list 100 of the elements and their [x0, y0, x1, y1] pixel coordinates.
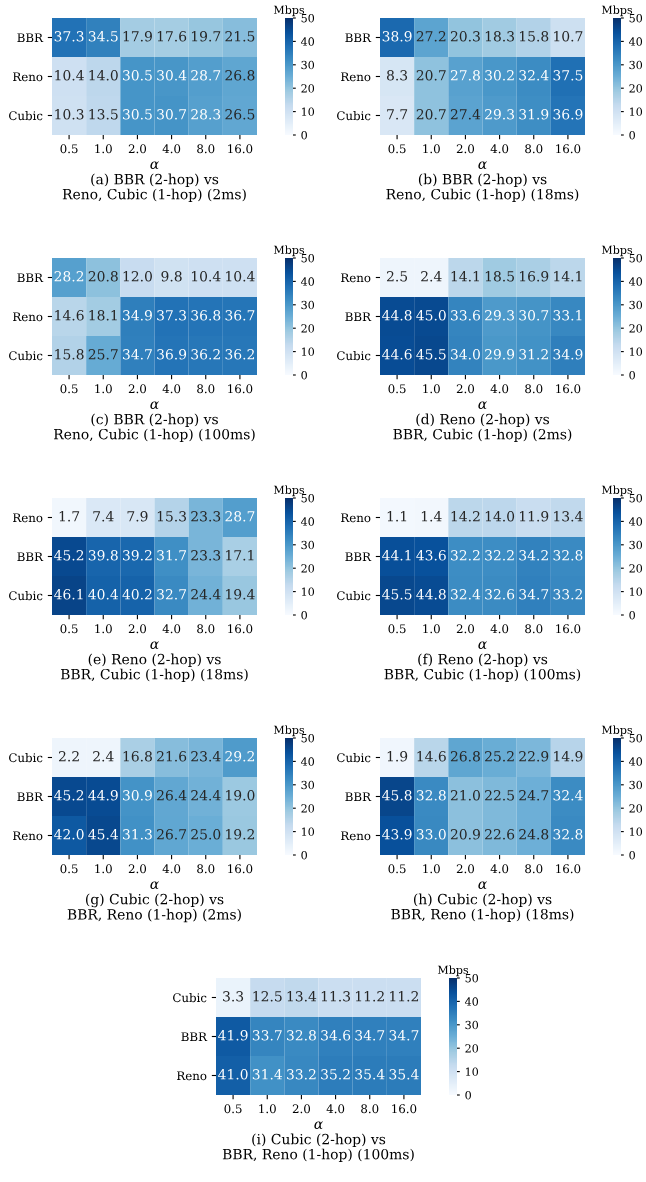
color-bar-label: 20 [629, 804, 643, 813]
data-label: 14.6 [417, 751, 446, 762]
x-tick-label: 8.0 [197, 384, 215, 394]
data-label: 14.1 [451, 271, 479, 282]
y-tick-label: BBR [17, 552, 44, 561]
y-tick-label: Reno [13, 831, 43, 841]
data-label: 12.5 [253, 991, 282, 1002]
data-label: 45.4 [88, 829, 119, 840]
x-tick-label: 16.0 [228, 384, 253, 394]
data-label: 26.4 [157, 790, 187, 801]
data-label: 26.8 [225, 70, 255, 81]
data-label: 18.1 [89, 310, 117, 321]
data-label: 34.6 [321, 1030, 351, 1041]
data-label: 11.9 [519, 511, 549, 522]
data-label: 32.8 [553, 829, 583, 840]
x-tick-label: 0.5 [388, 144, 406, 154]
color-bar-label: 10 [301, 587, 315, 596]
data-label: 31.2 [519, 349, 548, 360]
data-label: 36.9 [553, 109, 583, 120]
data-label: 30.9 [123, 790, 152, 801]
data-label: 30.7 [519, 310, 549, 321]
x-tick-label: 0.5 [388, 624, 406, 634]
x-tick-label: 16.0 [556, 144, 581, 154]
data-label: 1.9 [387, 751, 408, 762]
data-label: 10.4 [226, 271, 255, 282]
data-label: 22.5 [485, 790, 514, 801]
text: (f) Reno (2-hop) vs BBR, Cubic (1-hop) (100ms) [384, 653, 581, 683]
data-label: 11.2 [355, 991, 384, 1002]
y-tick-label: Reno [13, 72, 43, 82]
x-tick-label: 4.0 [490, 864, 509, 874]
data-label: 16.8 [123, 751, 152, 762]
y-tick-label: Reno [341, 831, 371, 841]
color-bar-label: 0 [301, 850, 307, 860]
x-axis-title: α [314, 1121, 323, 1129]
color-bar-label: 30 [301, 540, 315, 550]
x-tick-label: 0.5 [60, 384, 78, 394]
x-tick-label: 2.0 [128, 624, 147, 634]
data-label: 34.0 [451, 349, 480, 360]
x-tick-label: 0.5 [60, 144, 78, 154]
data-label: 30.2 [485, 70, 514, 81]
x-tick-label: 8.0 [525, 384, 543, 394]
data-label: 44.1 [382, 550, 411, 561]
data-label: 29.3 [485, 109, 515, 120]
y-tick-label: Reno [341, 72, 371, 82]
data-label: 34.2 [519, 550, 548, 561]
color-bar-label: 30 [301, 780, 315, 790]
data-label: 25.0 [191, 829, 221, 840]
color-bar-label: 20 [301, 564, 315, 573]
y-tick-label: Cubic [9, 591, 43, 601]
data-label: 33.0 [416, 829, 446, 840]
x-tick-label: 16.0 [556, 624, 581, 634]
color-bar-label: 10 [629, 107, 643, 116]
data-label: 24.4 [191, 790, 221, 801]
color-bar-label: 40 [464, 997, 479, 1006]
data-label: 2.5 [386, 271, 408, 282]
color-bar-label: 0 [629, 610, 635, 620]
color-bar-label: 40 [628, 37, 643, 46]
y-tick-label: Reno [13, 513, 43, 523]
data-label: 20.3 [450, 31, 480, 42]
data-label: 17.6 [157, 31, 187, 42]
x-axis-title: α [150, 881, 159, 889]
text: (g) Cubic (2-hop) vs BBR, Reno (1-hop) (2ms) [67, 893, 241, 923]
color-bar-label: 0 [629, 850, 635, 860]
data-label: 34.7 [123, 349, 152, 360]
color-bar-label: 10 [301, 827, 315, 836]
data-label: 45.2 [54, 550, 84, 561]
y-tick-label: Reno [177, 1071, 207, 1081]
x-tick-label: 16.0 [556, 384, 581, 394]
x-tick-label: 4.0 [326, 1104, 345, 1114]
data-label: 40.4 [88, 589, 119, 600]
y-tick-label: BBR [17, 273, 44, 282]
y-tick-label: Reno [341, 513, 371, 523]
data-label: 23.4 [191, 751, 221, 762]
x-tick-label: 16.0 [228, 144, 253, 154]
data-label: 32.8 [416, 790, 446, 801]
data-label: 12.0 [123, 271, 152, 282]
y-tick-label: Cubic [337, 111, 371, 121]
data-label: 27.2 [416, 31, 446, 42]
data-label: 30.5 [123, 109, 152, 120]
data-label: 18.5 [485, 271, 514, 282]
x-tick-label: 16.0 [228, 624, 253, 634]
data-label: 31.9 [519, 109, 549, 120]
data-label: 25.7 [88, 349, 118, 360]
data-label: 10.3 [55, 109, 84, 120]
x-tick-label: 2.0 [456, 624, 475, 634]
x-tick-label: 8.0 [197, 144, 215, 154]
color-bar-label: 10 [301, 107, 315, 116]
data-label: 13.5 [89, 109, 118, 120]
data-label: 24.4 [191, 589, 221, 600]
x-tick-label: 1.0 [423, 624, 440, 634]
text: (i) Cubic (2-hop) vs BBR, Reno (1-hop) (100ms) [222, 1133, 414, 1163]
text: (d) Reno (2-hop) vs BBR, Cubic (1-hop) (2ms) [393, 413, 572, 443]
x-tick-label: 4.0 [490, 624, 509, 634]
data-label: 44.8 [416, 589, 446, 600]
x-tick-label: 8.0 [525, 144, 543, 154]
x-tick-label: 0.5 [388, 384, 406, 394]
color-bar-label: 30 [301, 300, 315, 310]
color-bar-label: 0 [629, 130, 635, 140]
data-label: 20.7 [416, 70, 446, 81]
color-bar-label: 30 [301, 60, 315, 70]
